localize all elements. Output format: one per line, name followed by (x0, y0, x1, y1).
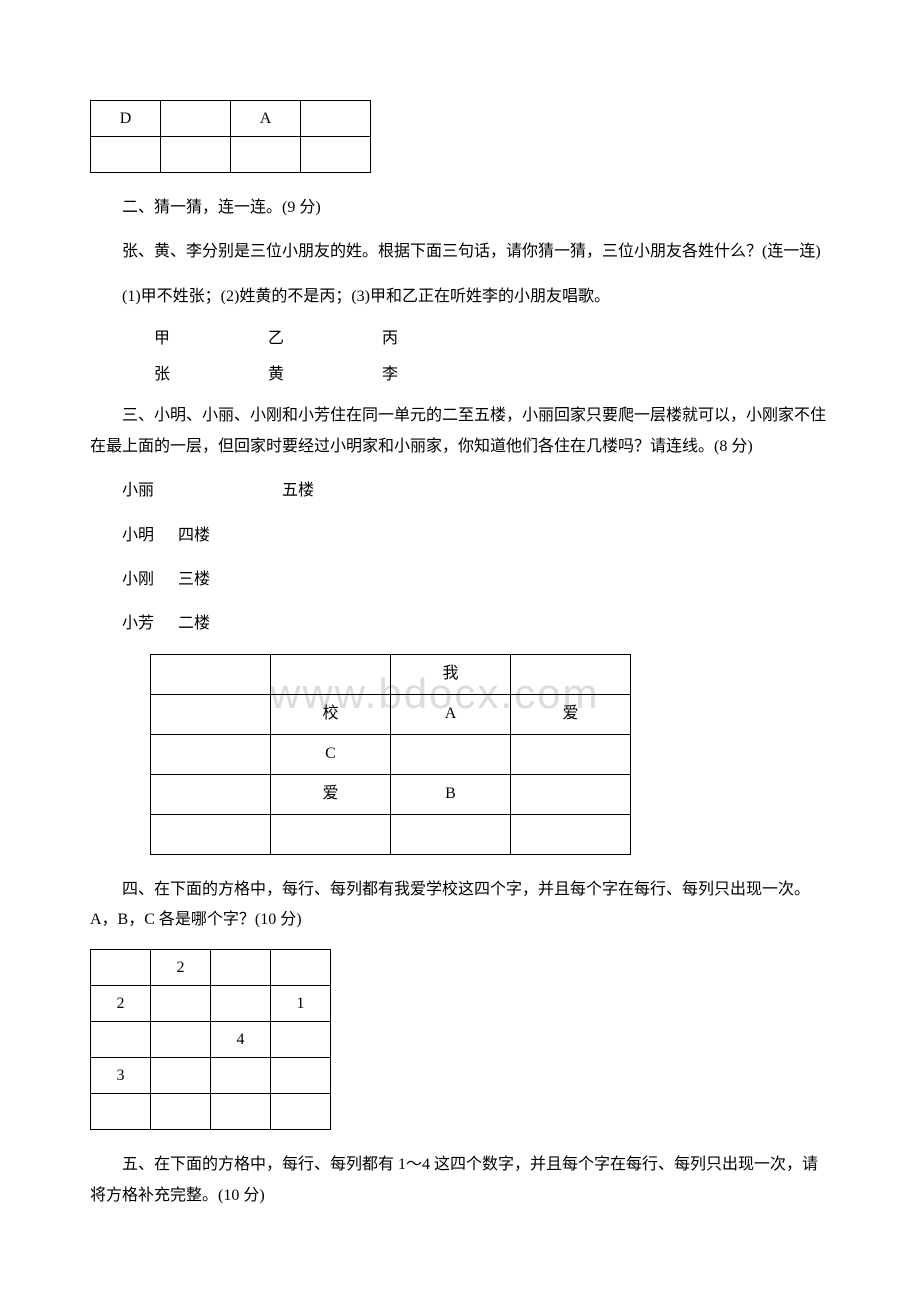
section5-text: 五、在下面的方格中，每行、每列都有 1～4 这四个数字，并且每个字在每行、每列只… (90, 1150, 830, 1211)
t5-r4c1 (151, 1094, 211, 1130)
t1-r1c3 (301, 137, 371, 173)
t1-r0c2: A (231, 101, 301, 137)
pair2-name: 小刚 (122, 571, 154, 588)
t5-r1c2 (211, 986, 271, 1022)
person-1: 乙 (236, 326, 346, 352)
t5-r2c0 (91, 1022, 151, 1058)
section3-text: 三、小明、小丽、小刚和小芳住在同一单元的二至五楼，小丽回家只要爬一层楼就可以，小… (90, 401, 830, 462)
t5-r2c2: 4 (211, 1022, 271, 1058)
table-1: D A (90, 100, 371, 173)
t5-r1c1 (151, 986, 211, 1022)
person-0: 甲 (122, 326, 232, 352)
t4-r2c2 (391, 734, 511, 774)
t1-r1c1 (161, 137, 231, 173)
t4-r1c2: A (391, 694, 511, 734)
pair-row-2: 小刚 三楼 (90, 565, 830, 595)
t5-r2c1 (151, 1022, 211, 1058)
t5-r0c1: 2 (151, 950, 211, 986)
pair-row-3: 小芳 二楼 (90, 609, 830, 639)
t5-r3c2 (211, 1058, 271, 1094)
pair1-floor: 四楼 (178, 527, 210, 544)
t1-r0c0: D (91, 101, 161, 137)
t5-r1c0: 2 (91, 986, 151, 1022)
surname-0: 张 (122, 362, 232, 388)
section2-body: 张、黄、李分别是三位小朋友的姓。根据下面三句话，请你猜一猜，三位小朋友各姓什么？… (90, 237, 830, 267)
t5-r0c2 (211, 950, 271, 986)
document-content: D A 二、猜一猜，连一连。(9 分) 张、黄、李分别是三位小朋友的姓。根据下面… (90, 100, 830, 1211)
t4-r3c1: 爱 (271, 774, 391, 814)
t4-r3c3 (511, 774, 631, 814)
t5-r4c2 (211, 1094, 271, 1130)
t1-r0c3 (301, 101, 371, 137)
person-2: 丙 (350, 326, 460, 352)
t4-r3c0 (151, 774, 271, 814)
t4-r4c3 (511, 814, 631, 854)
t4-r4c1 (271, 814, 391, 854)
section2-title: 二、猜一猜，连一连。(9 分) (90, 193, 830, 223)
t5-r3c3 (271, 1058, 331, 1094)
t5-r1c3: 1 (271, 986, 331, 1022)
t4-r1c1: 校 (271, 694, 391, 734)
t4-r2c1: C (271, 734, 391, 774)
t5-r0c3 (271, 950, 331, 986)
t5-r4c3 (271, 1094, 331, 1130)
t5-r3c0: 3 (91, 1058, 151, 1094)
t4-r0c1 (271, 654, 391, 694)
t4-r4c2 (391, 814, 511, 854)
table-5: 2 2 1 4 3 (90, 949, 331, 1130)
t4-r2c0 (151, 734, 271, 774)
t4-r3c2: B (391, 774, 511, 814)
t4-r2c3 (511, 734, 631, 774)
t5-r0c0 (91, 950, 151, 986)
t4-r1c0 (151, 694, 271, 734)
t4-r0c0 (151, 654, 271, 694)
t4-r1c3: 爱 (511, 694, 631, 734)
surname-1: 黄 (236, 362, 346, 388)
t5-r3c1 (151, 1058, 211, 1094)
t1-r1c2 (231, 137, 301, 173)
t1-r1c0 (91, 137, 161, 173)
section2-surnames-row: 张 黄 李 (90, 362, 830, 388)
pair-row-0: 小丽 五楼 (90, 476, 830, 506)
table-4: 我 校 A 爱 C 爱 B (150, 654, 631, 855)
pair-row-1: 小明 四楼 (90, 521, 830, 551)
pair0-floor: 五楼 (282, 482, 314, 499)
section2-clues: (1)甲不姓张；(2)姓黄的不是丙；(3)甲和乙正在听姓李的小朋友唱歌。 (90, 282, 830, 312)
section4-text: 四、在下面的方格中，每行、每列都有我爱学校这四个字，并且每个字在每行、每列只出现… (90, 875, 830, 936)
t4-r0c2: 我 (391, 654, 511, 694)
pair2-floor: 三楼 (178, 571, 210, 588)
section2-people-row: 甲 乙 丙 (90, 326, 830, 352)
t5-r4c0 (91, 1094, 151, 1130)
t1-r0c1 (161, 101, 231, 137)
pair3-name: 小芳 (122, 615, 154, 632)
pair1-name: 小明 (122, 527, 154, 544)
surname-2: 李 (350, 362, 460, 388)
t4-r0c3 (511, 654, 631, 694)
pair3-floor: 二楼 (178, 615, 210, 632)
pair0-name: 小丽 (122, 482, 154, 499)
t5-r2c3 (271, 1022, 331, 1058)
t4-r4c0 (151, 814, 271, 854)
